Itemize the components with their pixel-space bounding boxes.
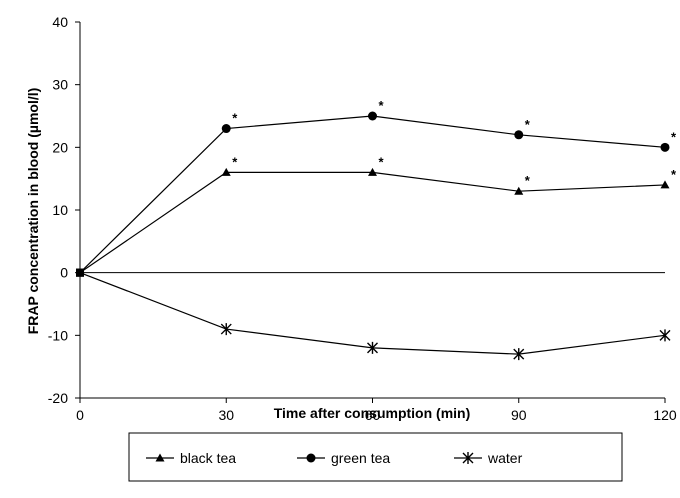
significance-marker: *: [525, 117, 531, 132]
significance-marker: *: [671, 167, 677, 182]
data-point: [513, 348, 525, 361]
data-point: [221, 124, 231, 134]
data-point-origin: [76, 268, 84, 277]
significance-marker: *: [232, 111, 238, 126]
significance-marker: *: [379, 98, 385, 113]
x-tick-label: 30: [218, 407, 234, 423]
series-black-tea: * * * *: [76, 154, 677, 277]
legend-item: black tea: [146, 450, 236, 466]
data-point: [659, 329, 671, 342]
significance-marker: *: [379, 154, 385, 169]
data-point: [514, 186, 524, 195]
legend-marker: [155, 453, 165, 462]
y-tick-label: 0: [60, 265, 68, 281]
series-green-tea: * * * *: [76, 98, 677, 277]
legend-item: water: [454, 450, 523, 466]
data-point: [221, 167, 231, 176]
x-tick-label: 90: [511, 407, 527, 423]
x-tick-label: 60: [365, 407, 381, 423]
series-line: [79, 115, 666, 274]
data-point: [514, 130, 524, 140]
significance-marker: *: [232, 154, 238, 169]
x-axis-title: Time after consumption (min): [274, 405, 471, 421]
data-point: [368, 111, 377, 121]
y-tick-label: 30: [52, 77, 68, 93]
data-point: [220, 323, 232, 336]
legend-label: black tea: [180, 450, 236, 466]
y-tick-label: -10: [48, 327, 68, 343]
legend-item: green tea: [297, 450, 390, 466]
y-tick-label: 40: [52, 14, 68, 30]
y-axis-title: FRAP concentration in blood (µmol/l): [25, 88, 41, 335]
y-ticks: -20 -10 0 10 20 30 40: [48, 14, 80, 406]
y-tick-label: -20: [48, 390, 68, 406]
axes: [79, 22, 665, 399]
legend-marker: [462, 452, 474, 464]
data-point: [660, 142, 670, 152]
legend-label: green tea: [331, 450, 390, 466]
series-water: [76, 268, 671, 361]
data-point: [660, 180, 670, 189]
legend-label: water: [487, 450, 523, 466]
series-group: * * * * * * * *: [76, 98, 677, 361]
legend-box: [128, 432, 623, 482]
legend: black tea green tea water: [128, 432, 623, 482]
x-ticks: 0 30 60 90 120: [76, 398, 677, 423]
legend-marker: [306, 453, 316, 463]
data-point: [367, 341, 378, 354]
significance-marker: *: [525, 173, 531, 188]
series-line: [79, 171, 666, 274]
data-point: [368, 167, 377, 176]
y-tick-label: 10: [52, 202, 68, 218]
y-tick-label: 20: [52, 139, 68, 155]
x-tick-label: 120: [653, 407, 677, 423]
x-tick-label: 0: [76, 407, 84, 423]
significance-marker: *: [671, 129, 677, 144]
